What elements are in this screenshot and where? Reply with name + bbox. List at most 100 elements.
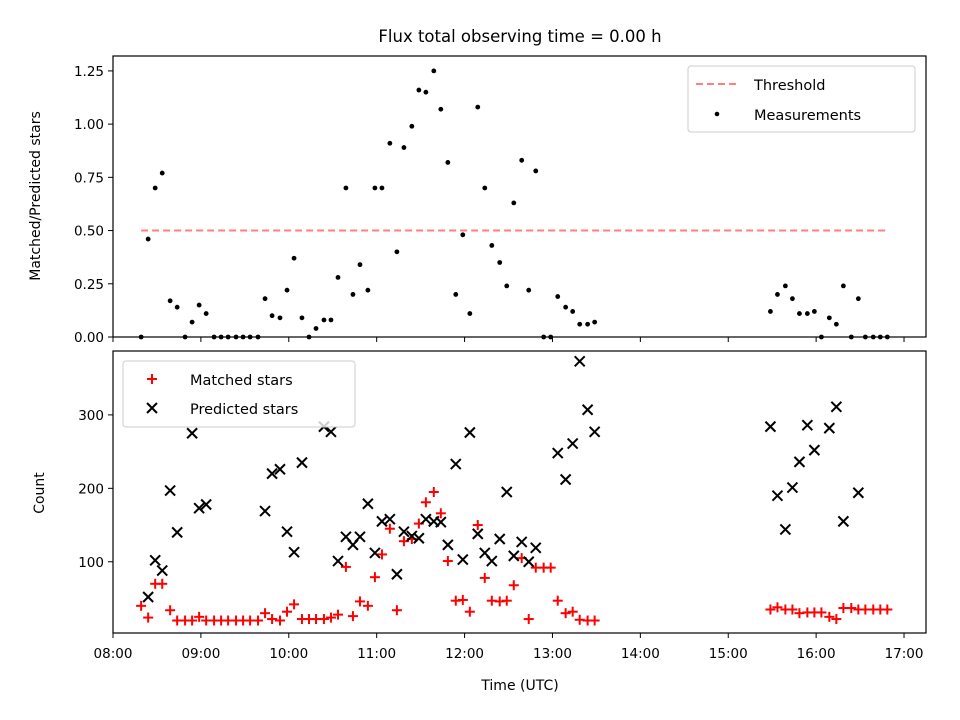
predicted-star-point-b: [384, 513, 396, 525]
matched-star-point: [340, 561, 351, 572]
predicted-star-point-b: [369, 547, 381, 559]
matched-star-point: [369, 572, 380, 583]
matched-star-point: [157, 578, 168, 589]
matched-star-point: [267, 614, 278, 625]
predicted-star-point: [376, 515, 388, 528]
predicted-star-point-b: [530, 542, 542, 554]
predicted-star-point-b: [362, 498, 374, 510]
measurement-point: [453, 292, 459, 297]
predicted-star-point: [501, 486, 513, 498]
bottom-x-ticks: 08:00 09:00 10:00 11:00 12:00 13:00 14:00 15:00…: [94, 633, 923, 662]
measurement-point: [401, 145, 407, 150]
matched-star-point: [420, 497, 431, 508]
legend-plus-marker: [147, 374, 157, 384]
measurement-point: [533, 168, 539, 174]
predicted-star-point-b: [786, 481, 799, 494]
predicted-star-point: [508, 550, 520, 562]
predicted-star-point: [530, 542, 542, 554]
top-ytick-label: 1.25: [74, 64, 104, 80]
predicted-star-point-b: [515, 536, 528, 548]
bottom-legend-box: [122, 360, 356, 428]
matched-star-point: [824, 611, 835, 622]
predicted-star-point: [281, 525, 293, 538]
predicted-star-point-b: [340, 531, 352, 543]
predicted-star-point: [164, 484, 176, 497]
matched-star-point: [428, 487, 439, 497]
predicted-star-point-b: [501, 486, 513, 498]
matched-star-point: [289, 599, 300, 610]
measurement-point: [299, 315, 305, 321]
predicted-star-point-b: [581, 404, 594, 416]
matched-star-point: [545, 562, 556, 573]
matched-star-point: [143, 612, 154, 623]
measurement-point: [196, 302, 202, 308]
predicted-star-point-b: [259, 505, 271, 517]
matched-star-point: [552, 595, 563, 606]
measurement-point: [291, 255, 297, 261]
top-legend-box: [687, 65, 916, 133]
matched-star-point: [354, 596, 365, 607]
predicted-star-point: [450, 458, 462, 470]
bottom-ytick-label: 300: [78, 408, 104, 424]
legend-measurements-label: Measurements: [754, 108, 861, 124]
bottom-ylabel: Count: [32, 472, 48, 514]
matched-star-point: [325, 612, 336, 623]
measurement-point: [445, 160, 451, 165]
predicted-star-point: [413, 532, 425, 544]
legend-threshold-label: Threshold: [753, 78, 825, 94]
matched-star-point: [253, 615, 264, 626]
predicted-star-point: [288, 546, 300, 558]
measurement-point: [321, 317, 327, 323]
top-legend: Threshold Measurements: [687, 65, 916, 133]
matched-star-point: [560, 608, 571, 619]
top-ytick-label: 0.50: [74, 224, 104, 240]
measurement-point: [504, 283, 510, 289]
matched-star-point: [274, 615, 285, 626]
predicted-star-point-b: [435, 516, 447, 528]
predicted-star-point: [186, 427, 198, 439]
top-ytick-label: 1.00: [74, 117, 104, 133]
matched-star-point: [384, 523, 395, 534]
measurement-point: [489, 243, 495, 248]
legend-matched-label: Matched stars: [190, 373, 293, 389]
measurement-point: [526, 287, 532, 293]
measurement-point: [145, 236, 151, 242]
matched-star-point: [376, 549, 387, 560]
measurement-point: [189, 319, 195, 325]
bottom-y-ticks: 100 200 300: [78, 408, 113, 571]
predicted-star-point-b: [830, 401, 843, 413]
matched-star-point: [282, 606, 293, 617]
measurement-point: [563, 304, 569, 310]
measurement-point: [343, 185, 349, 191]
predicted-star-point: [259, 505, 271, 517]
predicted-star-point: [830, 401, 843, 413]
bottom-ytick-label: 200: [78, 481, 104, 497]
predicted-star-point: [274, 463, 286, 475]
measurement-point: [394, 249, 400, 255]
matched-star-point: [831, 614, 842, 625]
matched-star-point: [765, 604, 776, 615]
matched-star-point: [816, 607, 827, 618]
matched-star-point: [772, 602, 783, 613]
predicted-star-point: [464, 426, 476, 439]
measurement-point: [555, 294, 561, 299]
bottom-xtick-label: 14:00: [621, 646, 660, 662]
predicted-star-point: [808, 444, 821, 456]
measurement-point: [511, 200, 517, 206]
matched-star-point: [165, 605, 176, 616]
measurement-point: [790, 296, 795, 302]
matched-star-point: [187, 615, 198, 626]
measurement-point: [387, 140, 393, 146]
matched-star-point: [567, 606, 578, 617]
matched-star-point: [882, 604, 893, 615]
matched-star-point: [787, 604, 798, 615]
matched-star-point: [464, 606, 475, 617]
top-panel: Matched/Predicted stars 0.00 0.25 0.50 0.75…: [28, 55, 927, 346]
predicted-star-point: [384, 513, 396, 525]
matched-star-point: [501, 595, 512, 606]
count-points: [136, 355, 893, 626]
measurement-point: [416, 87, 422, 93]
bottom-xtick-label: 11:00: [357, 646, 396, 662]
measurement-point: [855, 296, 861, 302]
